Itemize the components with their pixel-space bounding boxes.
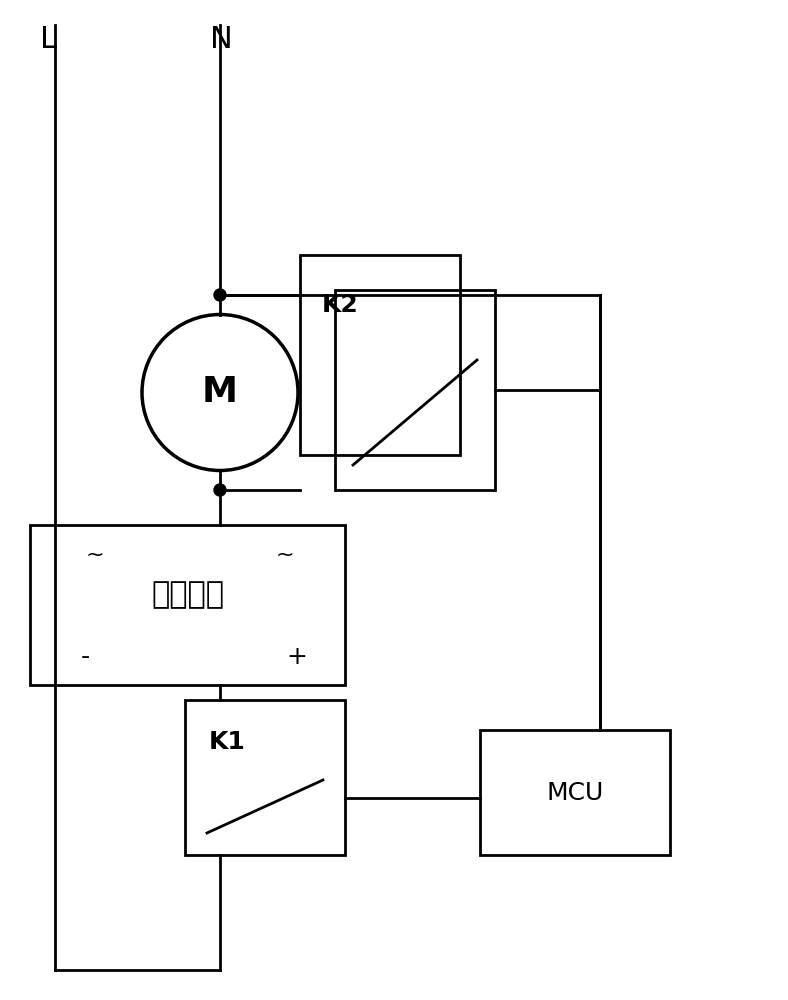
Text: K2: K2 (322, 293, 359, 317)
Bar (480, 730, 670, 855)
Text: M: M (202, 375, 238, 410)
Bar (300, 255, 460, 455)
Bar (335, 290, 495, 490)
Circle shape (214, 484, 226, 496)
Text: +: + (287, 645, 307, 669)
Text: ~: ~ (86, 545, 104, 565)
Text: L: L (40, 25, 57, 54)
Text: 整流模块: 整流模块 (151, 580, 224, 609)
Text: ~: ~ (276, 545, 294, 565)
Circle shape (214, 289, 226, 301)
Text: K1: K1 (209, 730, 245, 754)
Text: -: - (80, 645, 90, 669)
Text: N: N (210, 25, 232, 54)
Bar (185, 700, 345, 855)
Bar (30, 525, 345, 685)
Text: MCU: MCU (546, 780, 604, 804)
